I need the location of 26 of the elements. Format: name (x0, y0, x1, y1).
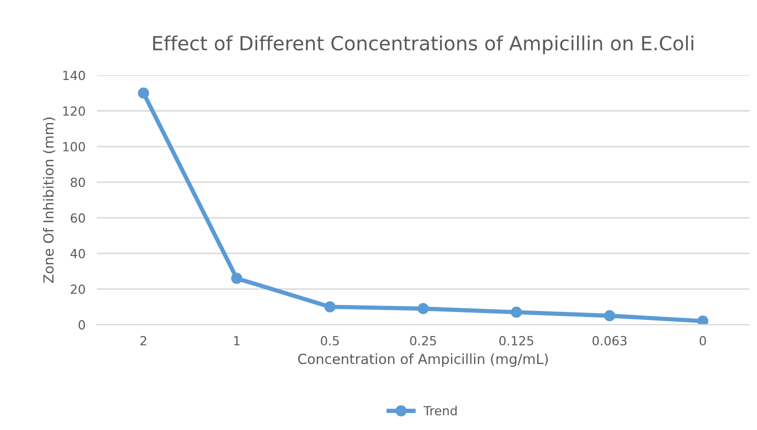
legend-label: Trend (424, 406, 457, 416)
point (324, 301, 336, 312)
x-axis-title: Concentration of Ampicillin (mg/mL) (298, 353, 548, 367)
y-tick-label: 120 (63, 106, 85, 116)
y-tick-label: 20 (70, 284, 85, 294)
x-tick-label: 1 (234, 336, 240, 346)
point (510, 306, 522, 318)
y-tick-label: 80 (70, 178, 85, 188)
y-axis-title: Zone Of Inhibition (mm) (42, 118, 56, 283)
y-tick-label: 60 (70, 213, 85, 223)
x-tick-label: 0.5 (320, 336, 339, 346)
y-tick-label: 100 (63, 142, 85, 152)
y-tick-label: 140 (63, 70, 85, 80)
point (418, 303, 429, 314)
point (604, 310, 616, 322)
x-tick-label: 2 (140, 336, 146, 346)
point (697, 316, 708, 325)
x-tick-label: 0.125 (499, 336, 534, 346)
chart-title: Effect of Different Concentrations of Ampicillin on E.Coli (153, 35, 694, 54)
point (231, 272, 242, 284)
x-tick-label: 0.25 (410, 336, 436, 346)
y-tick-label: 0 (78, 320, 85, 330)
x-tick-label: 0 (700, 336, 706, 346)
y-tick-label: 40 (70, 248, 85, 258)
point (138, 88, 150, 99)
x-tick-label: 0.063 (592, 336, 626, 346)
